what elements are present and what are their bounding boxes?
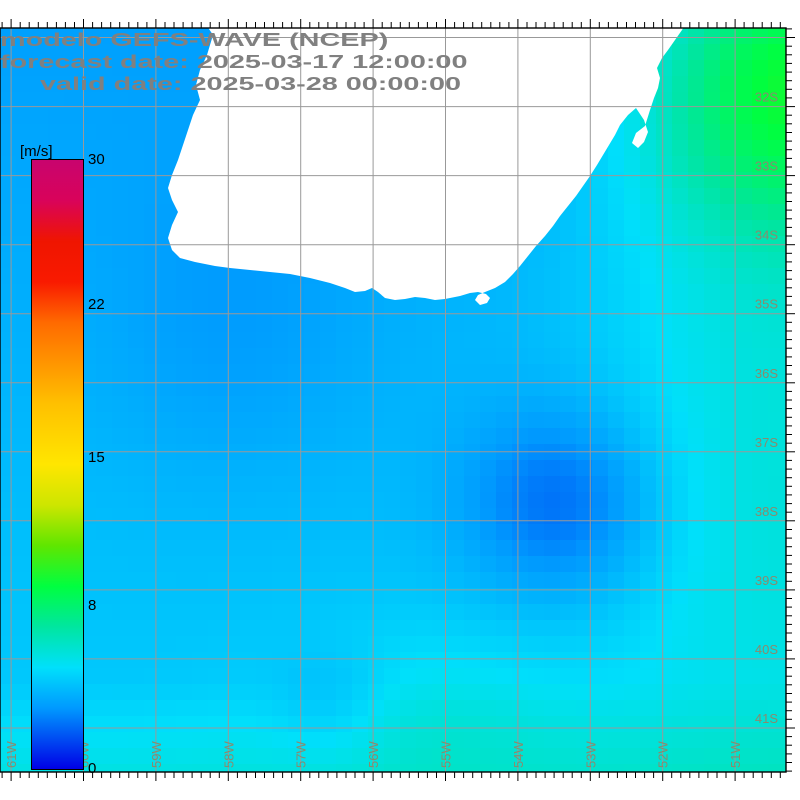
svg-text:32S: 32S — [755, 90, 778, 105]
svg-text:33S: 33S — [755, 159, 778, 174]
svg-text:39S: 39S — [755, 573, 778, 588]
svg-text:57W: 57W — [294, 741, 309, 768]
svg-text:36S: 36S — [755, 366, 778, 381]
svg-text:59W: 59W — [149, 741, 164, 768]
svg-text:54W: 54W — [511, 741, 526, 768]
svg-text:35S: 35S — [755, 297, 778, 312]
svg-text:58W: 58W — [221, 741, 236, 768]
svg-text:51W: 51W — [728, 741, 743, 768]
svg-text:34S: 34S — [755, 228, 778, 243]
svg-text:40S: 40S — [755, 642, 778, 657]
svg-text:55W: 55W — [439, 741, 454, 768]
svg-text:61W: 61W — [4, 741, 19, 768]
svg-text:37S: 37S — [755, 435, 778, 450]
svg-text:41S: 41S — [755, 711, 778, 726]
svg-text:53W: 53W — [583, 741, 598, 768]
svg-text:56W: 56W — [366, 741, 381, 768]
svg-text:52W: 52W — [656, 741, 671, 768]
svg-text:38S: 38S — [755, 504, 778, 519]
